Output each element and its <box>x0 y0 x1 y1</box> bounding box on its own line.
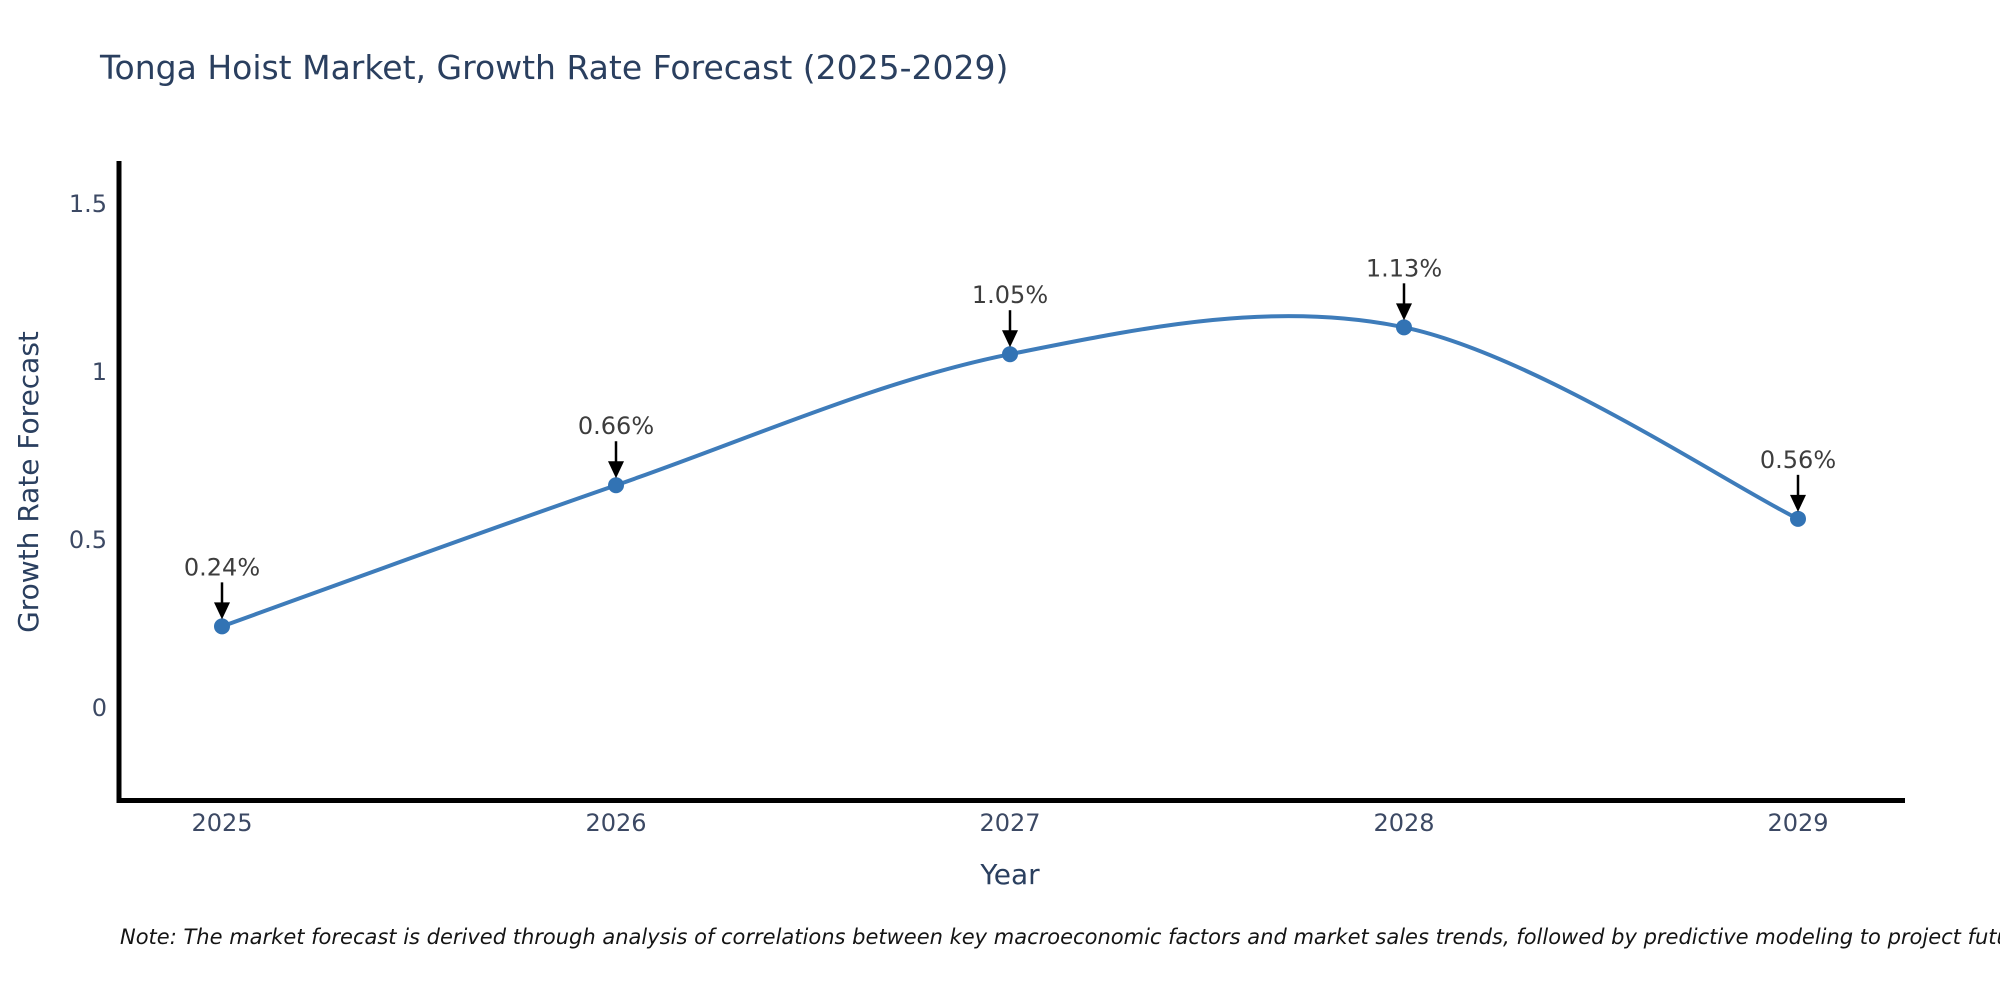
data-point-marker-2029 <box>1790 510 1806 527</box>
series-line <box>220 314 1800 629</box>
annotation-label-2028: 1.13% <box>1366 254 1442 282</box>
chart-title: Tonga Hoist Market, Growth Rate Forecast… <box>99 48 1008 87</box>
annotation-2027: 1.05% <box>972 281 1048 348</box>
annotation-label-2026: 0.66% <box>578 412 654 440</box>
annotation-label-2025: 0.24% <box>184 553 260 581</box>
annotation-label-2029: 0.56% <box>1760 446 1836 474</box>
data-point-marker-2025 <box>214 618 230 635</box>
annotation-2028: 1.13% <box>1366 254 1442 321</box>
data-point-markers <box>214 319 1806 635</box>
annotation-2029: 0.56% <box>1760 446 1836 512</box>
x-tick-label-2029: 2029 <box>1767 809 1828 837</box>
y-tick-label-0.5: 0.5 <box>69 526 107 554</box>
y-tick-label-1.5: 1.5 <box>69 190 107 218</box>
footnote: Note: The market forecast is derived thr… <box>120 925 2000 949</box>
x-axis-tick-labels: 2025 2026 2027 2028 2029 <box>191 809 1828 837</box>
annotation-arrowhead-icon <box>1790 494 1806 512</box>
y-tick-label-1: 1 <box>92 358 107 386</box>
annotation-2026: 0.66% <box>578 412 654 479</box>
point-annotations: 0.24% 0.66% 1.05% 1.13% 0.56% <box>184 254 1836 620</box>
x-tick-label-2026: 2026 <box>585 809 646 837</box>
x-tick-label-2025: 2025 <box>191 809 252 837</box>
annotation-arrowhead-icon <box>608 461 624 479</box>
data-point-marker-2028 <box>1396 319 1412 336</box>
annotation-arrowhead-icon <box>214 602 230 620</box>
x-axis-title: Year <box>979 858 1040 891</box>
annotation-2025: 0.24% <box>184 553 260 620</box>
x-tick-label-2028: 2028 <box>1373 809 1434 837</box>
y-axis-title: Growth Rate Forecast <box>12 331 45 633</box>
data-point-marker-2026 <box>608 477 624 494</box>
annotation-arrowhead-icon <box>1002 330 1018 348</box>
y-axis-tick-labels: 0 0.5 1 1.5 <box>69 190 107 722</box>
data-point-marker-2027 <box>1002 346 1018 363</box>
annotation-arrowhead-icon <box>1396 303 1412 321</box>
x-tick-label-2027: 2027 <box>979 809 1040 837</box>
annotation-label-2027: 1.05% <box>972 281 1048 309</box>
y-tick-label-0: 0 <box>92 694 107 722</box>
